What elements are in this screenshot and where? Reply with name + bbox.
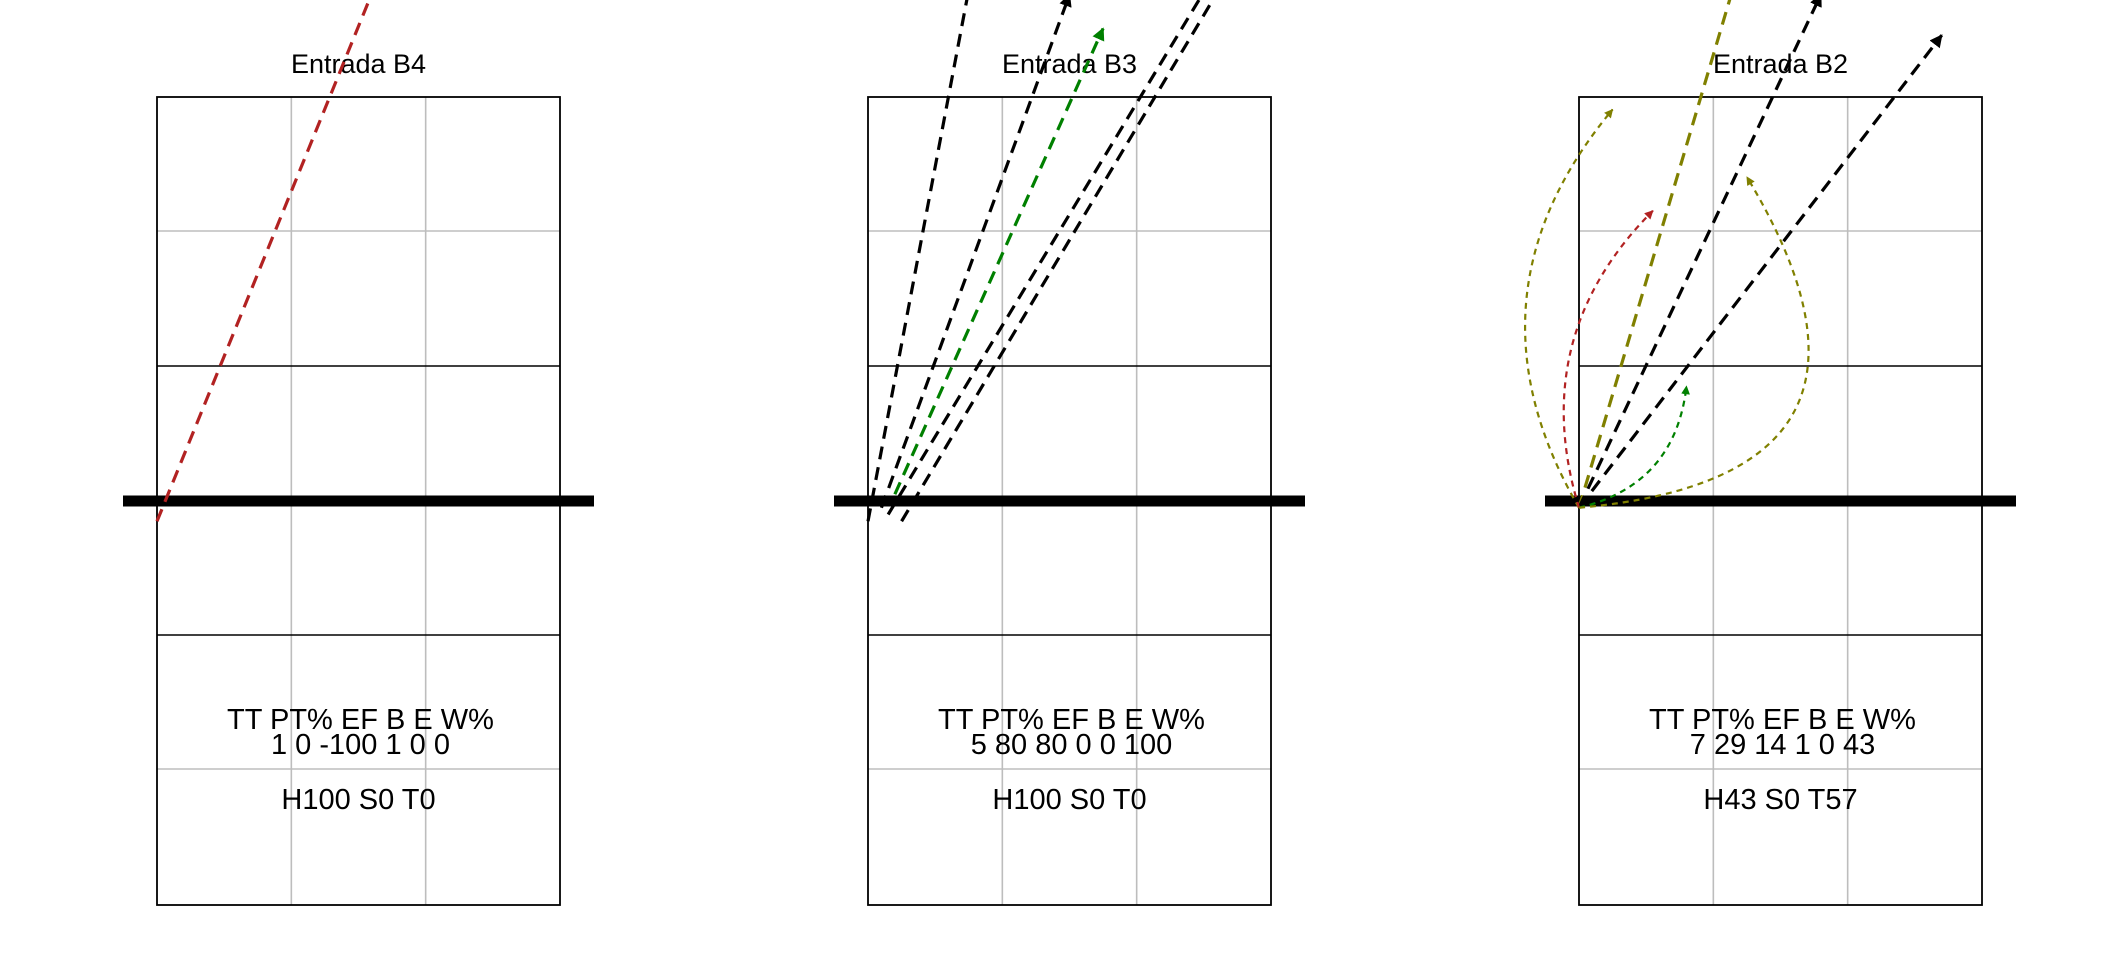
attack-arrow [900, 0, 1215, 523]
attack-arrow [1578, 176, 1810, 509]
attack-arrow [1562, 209, 1654, 509]
panel-title: Entrada B3 [1002, 49, 1137, 79]
zone-footer: H43 S0 T57 [1703, 784, 1857, 816]
court-panel-2: Entrada B3 TT PT% EF B E W%5 80 80 0 0 10… [834, 0, 1305, 906]
panel-title: Entrada B4 [291, 49, 426, 79]
attack-arrow [1577, 0, 1822, 509]
stats-values: 7 29 14 1 0 43 [1690, 729, 1875, 761]
attack-arrow [1577, 0, 1732, 509]
stats-header: TT PT% EF B E W% [1649, 704, 1916, 736]
attack-arrow [893, 27, 1105, 495]
court-panel-1: Entrada B4 TT PT% EF B E W%1 0 -100 1 0 0… [123, 0, 594, 906]
court-panel-3: Entrada B2 TT PT% EF B E W%7 29 14 1 0 43… [1524, 0, 2016, 906]
attack-arrow [879, 0, 1072, 509]
zone-footer: H100 S0 T0 [281, 784, 435, 816]
attack-arrow [1578, 385, 1690, 509]
stats-values: 1 0 -100 1 0 0 [271, 729, 450, 761]
attack-arrow [886, 0, 1201, 516]
stats-header: TT PT% EF B E W% [938, 704, 1205, 736]
panel-title: Entrada B2 [1713, 49, 1848, 79]
stats-values: 5 80 80 0 0 100 [971, 729, 1173, 761]
attack-arrow [155, 0, 371, 522]
attack-arrow [866, 0, 969, 522]
attack-arrow [1577, 34, 1943, 509]
stats-header: TT PT% EF B E W% [227, 704, 494, 736]
zone-footer: H100 S0 T0 [992, 784, 1146, 816]
attack-arrow [1524, 108, 1614, 509]
